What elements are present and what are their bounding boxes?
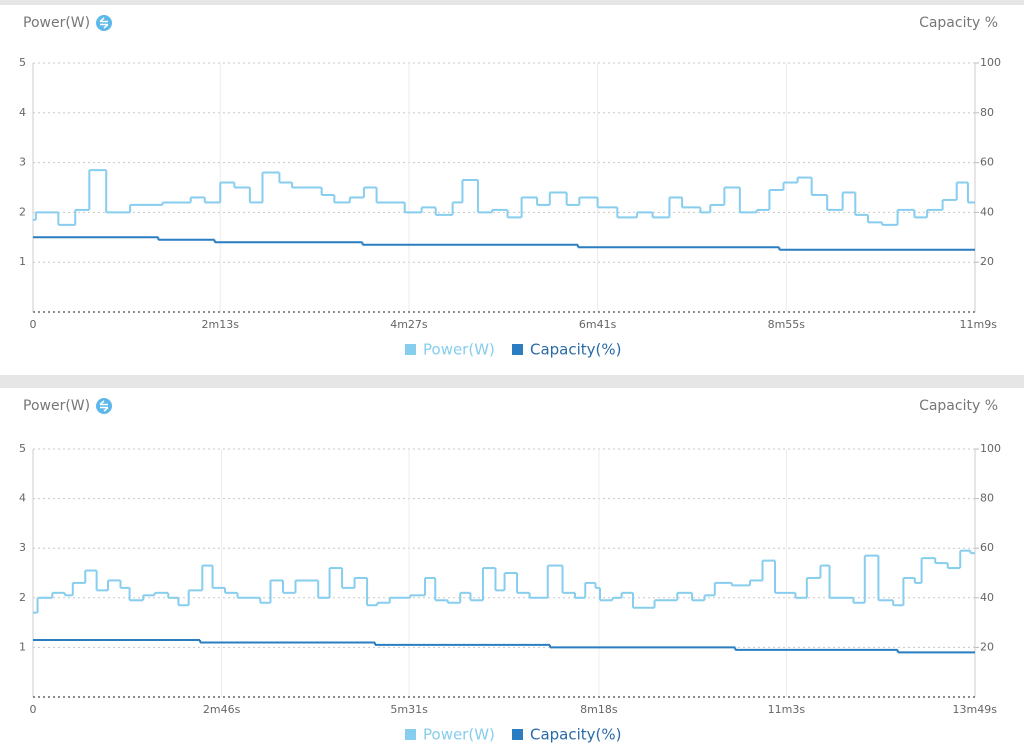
y2-axis-title: Capacity % (919, 15, 998, 31)
x-tick-label: 8m18s (580, 703, 618, 716)
legend-label: Power(W) (423, 341, 495, 359)
x-tick-label: 2m13s (202, 318, 240, 331)
y2-tick-label: 60 (980, 156, 994, 169)
chart-panel: Power(W) Capacity % 1 2 3 4 5 20 40 60 80 100 0 2m46s… (19, 398, 1001, 744)
y2-tick-label: 80 (980, 492, 994, 505)
icon-bg (96, 398, 112, 414)
legend-label: Capacity(%) (530, 726, 622, 744)
legend-swatch (405, 344, 416, 355)
x-tick-label: 0 (30, 703, 37, 716)
legend-swatch (512, 729, 523, 740)
y2-tick-label: 40 (980, 205, 994, 218)
y2-tick-label: 20 (980, 255, 994, 268)
toggle-icon[interactable] (96, 15, 112, 31)
y-axis-title: Power(W) (23, 398, 90, 414)
top-band (0, 0, 1024, 5)
legend-label: Power(W) (423, 726, 495, 744)
y-tick-label: 2 (19, 591, 26, 604)
y2-tick-label: 100 (980, 442, 1001, 455)
x-tick-label: 8m55s (768, 318, 806, 331)
legend-swatch (405, 729, 416, 740)
y-tick-label: 4 (19, 492, 26, 505)
y-tick-label: 5 (19, 442, 26, 455)
y-tick-label: 2 (19, 205, 26, 218)
y-tick-label: 4 (19, 106, 26, 119)
y2-tick-label: 60 (980, 541, 994, 554)
y2-tick-label: 20 (980, 640, 994, 653)
panel-separator (0, 375, 1024, 388)
icon-arrows (99, 17, 109, 29)
x-tick-label: 5m31s (390, 703, 428, 716)
icon-bg (96, 15, 112, 31)
y-axis-title: Power(W) (23, 15, 90, 31)
y-tick-label: 1 (19, 640, 26, 653)
legend-label: Capacity(%) (530, 341, 622, 359)
y-tick-label: 3 (19, 156, 26, 169)
x-tick-label: 2m46s (203, 703, 241, 716)
toggle-icon[interactable] (96, 398, 112, 414)
x-tick-label: 13m49s (953, 703, 998, 716)
x-tick-label: 4m27s (390, 318, 428, 331)
x-tick-label: 6m41s (579, 318, 617, 331)
icon-arrows (99, 400, 109, 412)
y2-tick-label: 80 (980, 106, 994, 119)
y-tick-label: 5 (19, 56, 26, 69)
y2-tick-label: 40 (980, 591, 994, 604)
y2-axis-title: Capacity % (919, 398, 998, 414)
y-tick-label: 1 (19, 255, 26, 268)
chart-panel: Power(W) Capacity % 1 2 3 4 5 20 40 60 80 100 0 2m13s… (19, 15, 1001, 359)
x-tick-label: 0 (30, 318, 37, 331)
x-tick-label: 11m9s (960, 318, 998, 331)
y2-tick-label: 100 (980, 56, 1001, 69)
x-tick-label: 11m3s (768, 703, 806, 716)
legend-swatch (512, 344, 523, 355)
y-tick-label: 3 (19, 541, 26, 554)
